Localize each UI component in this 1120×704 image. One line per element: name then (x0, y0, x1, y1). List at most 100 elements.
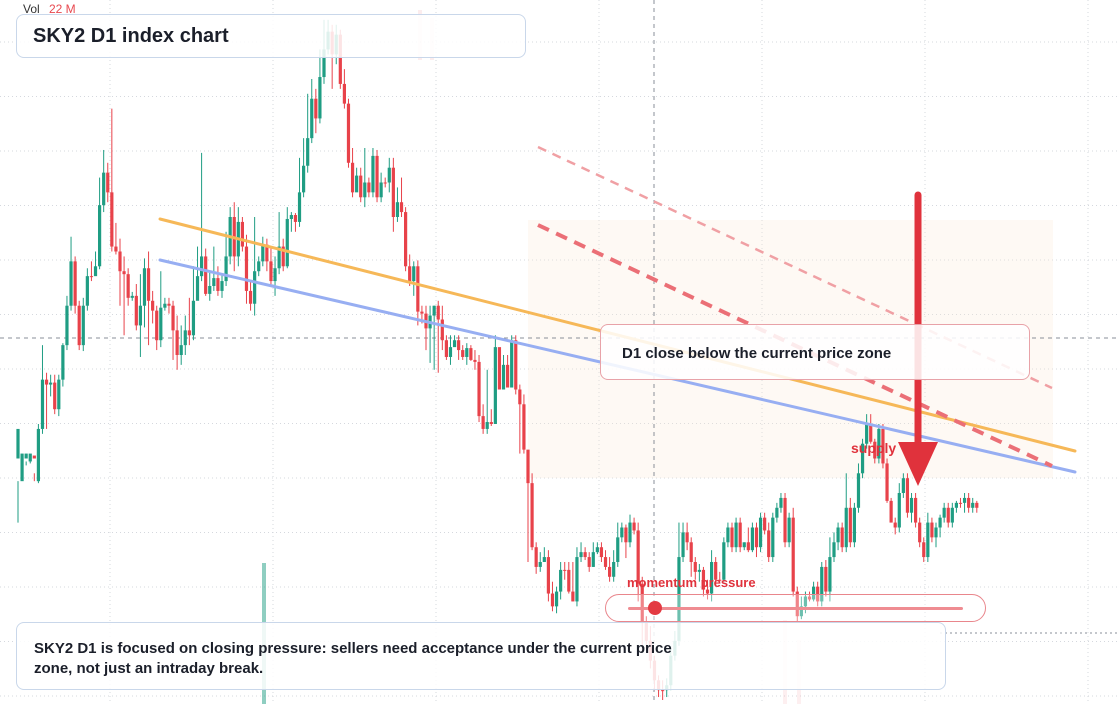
candle[interactable] (701, 566, 706, 597)
candle[interactable] (807, 591, 812, 602)
candle[interactable] (632, 517, 636, 535)
candle[interactable] (195, 246, 200, 301)
candle[interactable] (554, 586, 559, 614)
candle[interactable] (954, 500, 958, 513)
candle[interactable] (848, 497, 852, 548)
candle[interactable] (514, 335, 518, 395)
candle[interactable] (820, 562, 824, 607)
candle[interactable] (754, 522, 759, 558)
candle[interactable] (49, 374, 53, 397)
candle[interactable] (697, 563, 701, 582)
candle[interactable] (681, 522, 685, 562)
candle[interactable] (436, 300, 440, 373)
candle[interactable] (98, 177, 102, 270)
candle[interactable] (958, 497, 963, 508)
candle[interactable] (253, 217, 257, 316)
candle[interactable] (408, 254, 412, 286)
candle[interactable] (424, 305, 428, 351)
candle[interactable] (277, 212, 281, 275)
candle[interactable] (775, 502, 779, 523)
candle[interactable] (489, 409, 493, 426)
candle[interactable] (32, 455, 36, 482)
candle[interactable] (367, 177, 371, 198)
candle[interactable] (771, 512, 775, 562)
candle[interactable] (750, 522, 754, 553)
candle[interactable] (705, 579, 710, 600)
candle[interactable] (363, 148, 367, 208)
candle[interactable] (844, 473, 848, 553)
candle[interactable] (110, 108, 114, 252)
momentum-slider-knob[interactable] (648, 601, 663, 615)
candle[interactable] (575, 547, 579, 607)
candle[interactable] (89, 261, 94, 282)
candle[interactable] (240, 217, 244, 252)
candle[interactable] (718, 571, 722, 582)
candle[interactable] (493, 335, 497, 424)
candle[interactable] (546, 550, 550, 602)
candle[interactable] (248, 281, 253, 311)
candle[interactable] (187, 297, 191, 346)
candle[interactable] (934, 522, 938, 548)
candle[interactable] (265, 238, 269, 272)
candle[interactable] (542, 547, 546, 562)
candle[interactable] (36, 424, 40, 484)
candle[interactable] (257, 256, 261, 277)
candle[interactable] (497, 347, 502, 390)
candle[interactable] (44, 372, 49, 429)
candle[interactable] (391, 157, 395, 232)
candle[interactable] (457, 335, 461, 360)
candle[interactable] (200, 152, 204, 282)
momentum-pressure-slider[interactable] (605, 594, 986, 622)
candle[interactable] (81, 297, 85, 352)
candle[interactable] (746, 527, 750, 553)
candle[interactable] (302, 138, 306, 198)
candle[interactable] (501, 355, 506, 390)
candle[interactable] (918, 517, 922, 548)
candle[interactable] (138, 274, 142, 357)
candle[interactable] (118, 238, 122, 306)
candle[interactable] (318, 49, 322, 124)
candle[interactable] (824, 560, 828, 597)
candle[interactable] (171, 300, 175, 360)
candle[interactable] (893, 517, 897, 535)
candle[interactable] (734, 517, 738, 553)
candle[interactable] (926, 512, 930, 562)
candle[interactable] (285, 207, 289, 269)
candle[interactable] (20, 453, 24, 482)
candle[interactable] (975, 500, 979, 513)
candle[interactable] (905, 473, 910, 518)
candle[interactable] (57, 374, 61, 417)
candle[interactable] (69, 236, 73, 311)
candle[interactable] (971, 497, 975, 513)
candle[interactable] (612, 550, 616, 582)
candle[interactable] (873, 438, 877, 464)
candle[interactable] (383, 177, 387, 188)
candle[interactable] (40, 345, 45, 434)
candle[interactable] (175, 315, 179, 370)
candle[interactable] (885, 458, 889, 503)
candle[interactable] (102, 149, 106, 213)
candle[interactable] (65, 295, 69, 351)
candle[interactable] (522, 394, 526, 454)
candle[interactable] (432, 305, 436, 370)
candle[interactable] (722, 537, 726, 582)
candle[interactable] (832, 532, 836, 562)
candle[interactable] (962, 493, 967, 513)
candle[interactable] (603, 550, 608, 570)
candle[interactable] (791, 507, 795, 597)
candle[interactable] (914, 493, 918, 528)
candle[interactable] (526, 449, 530, 562)
candle[interactable] (950, 502, 954, 528)
candle[interactable] (85, 268, 89, 311)
candle[interactable] (836, 522, 840, 551)
candle[interactable] (901, 473, 905, 498)
candle[interactable] (534, 542, 538, 574)
candle[interactable] (314, 88, 318, 134)
candle[interactable] (783, 493, 787, 548)
candle[interactable] (216, 266, 220, 296)
candle[interactable] (151, 290, 155, 324)
candle[interactable] (342, 69, 346, 109)
candle[interactable] (563, 562, 567, 580)
candle[interactable] (628, 514, 632, 548)
candle[interactable] (624, 524, 628, 559)
